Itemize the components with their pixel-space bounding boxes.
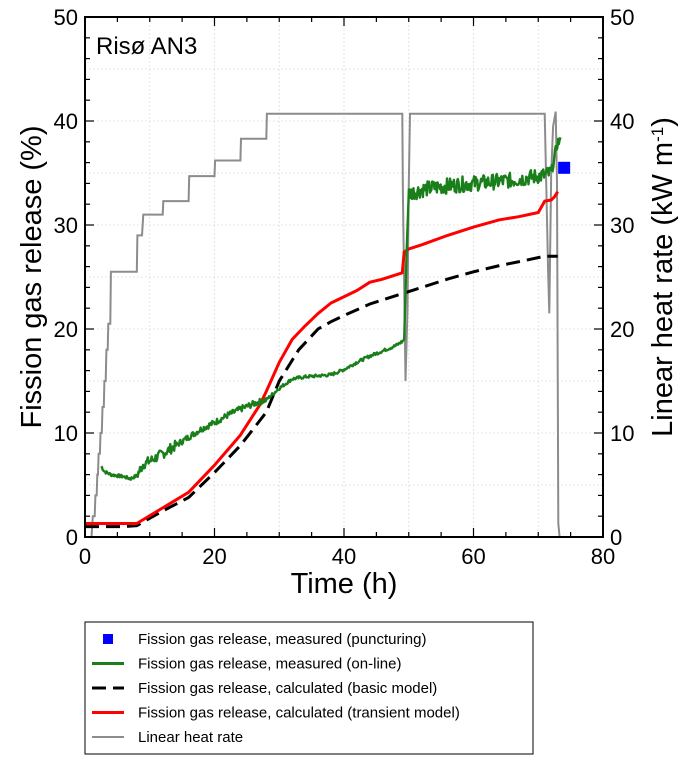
- y-axis-label-right-sup: -1: [648, 127, 667, 142]
- series-measured-online: [100, 137, 562, 481]
- y-axis-label-right: Linear heat rate (kW m-1): [647, 117, 679, 437]
- y-tick-label-left: 50: [54, 5, 78, 30]
- marker-measured-puncturing: [558, 161, 571, 174]
- series-calculated-transient: [85, 190, 559, 525]
- x-tick-label: 60: [461, 544, 485, 569]
- legend-label: Fission gas release, calculated (transie…: [138, 705, 460, 722]
- legend-box: [84, 621, 534, 755]
- y-tick-label-left: 40: [54, 109, 78, 134]
- series-calculated-basic: [85, 254, 558, 529]
- y-tick-label-left: 20: [54, 317, 78, 342]
- y-axis-label-left: Fission gas release (%): [16, 126, 48, 429]
- series-layer: [85, 111, 571, 538]
- legend: Fission gas release, measured (puncturin…: [84, 621, 534, 755]
- y-tick-label-right: 40: [610, 109, 634, 134]
- y-tick-label-right: 0: [610, 525, 622, 550]
- y-tick-label-left: 30: [54, 213, 78, 238]
- y-axis-label-right-close: ): [647, 117, 679, 127]
- series-linear-heat-rate: [88, 111, 561, 538]
- x-tick-label: 80: [591, 544, 615, 569]
- legend-label: Linear heat rate: [138, 729, 243, 746]
- y-tick-label-right: 50: [610, 5, 634, 30]
- grid: [85, 17, 603, 537]
- y-axis-label-right-main: Linear heat rate (kW m: [647, 142, 679, 437]
- y-tick-label-left: 0: [66, 525, 78, 550]
- ticks: [84, 16, 604, 538]
- legend-label: Fission gas release, measured (on-line): [138, 656, 401, 673]
- y-tick-label-right: 20: [610, 317, 634, 342]
- x-tick-label: 0: [79, 544, 91, 569]
- x-tick-label: 20: [202, 544, 226, 569]
- x-tick-label: 40: [332, 544, 356, 569]
- y-tick-label-right: 10: [610, 421, 634, 446]
- y-tick-label-left: 10: [54, 421, 78, 446]
- y-tick-label-right: 30: [610, 213, 634, 238]
- x-axis-label: Time (h): [291, 568, 398, 600]
- legend-label: Fission gas release, calculated (basic m…: [138, 680, 437, 697]
- legend-label: Fission gas release, measured (puncturin…: [138, 631, 426, 648]
- chart-annotation: Risø AN3: [96, 33, 197, 60]
- legend-symbol: [103, 634, 113, 644]
